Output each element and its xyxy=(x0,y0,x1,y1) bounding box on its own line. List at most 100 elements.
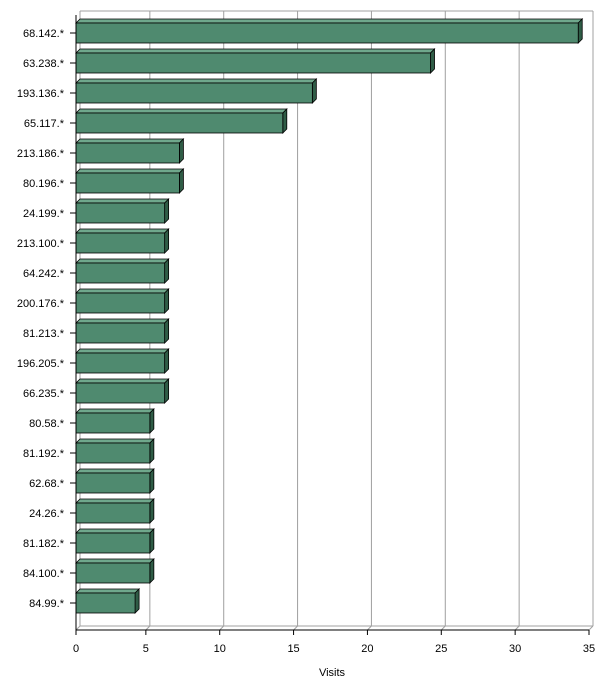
bar-top-face xyxy=(75,378,170,384)
bar-front-face xyxy=(75,352,166,374)
bar-side-face xyxy=(164,378,170,404)
bar-top-face xyxy=(75,138,185,144)
y-tick-label: 80.58.* xyxy=(29,418,65,430)
bar-side-face xyxy=(577,18,583,44)
bar xyxy=(75,198,170,224)
bar-front-face xyxy=(75,82,313,104)
y-tick-label: 84.99.* xyxy=(29,598,65,610)
bar-side-face xyxy=(164,348,170,374)
bar-front-face xyxy=(75,52,431,74)
y-tick-label: 66.235.* xyxy=(23,388,65,400)
bar xyxy=(75,438,155,464)
bar xyxy=(75,228,170,254)
x-gridline-floor xyxy=(588,625,594,631)
y-tick-label: 213.186.* xyxy=(17,148,65,160)
bar-front-face xyxy=(75,262,166,284)
x-tick-label: 15 xyxy=(287,643,299,655)
y-tick-label: 24.199.* xyxy=(23,208,65,220)
bar-side-face xyxy=(178,138,184,164)
plot-floor-edge xyxy=(75,625,81,631)
x-tick-label: 10 xyxy=(214,643,226,655)
y-tick-label: 81.192.* xyxy=(23,448,65,460)
y-tick-label: 63.238.* xyxy=(23,58,65,70)
y-tick-label: 81.213.* xyxy=(23,328,65,340)
bar-front-face xyxy=(75,412,151,434)
x-tick-label: 20 xyxy=(361,643,373,655)
bar-side-face xyxy=(149,438,155,464)
labels: 68.142.* 63.238.* 193.136.* 65.117.* 213.186… xyxy=(17,28,595,655)
bar-top-face xyxy=(75,498,155,504)
bar-side-face xyxy=(164,318,170,344)
bar-top-face xyxy=(75,48,436,54)
bar-side-face xyxy=(149,498,155,524)
bar xyxy=(75,138,185,164)
bar-top-face xyxy=(75,18,584,24)
y-tick-label: 81.182.* xyxy=(23,538,65,550)
bar-front-face xyxy=(75,532,151,554)
bar-top-face xyxy=(75,108,288,114)
y-tick-label: 84.100.* xyxy=(23,568,65,580)
bar-side-face xyxy=(149,558,155,584)
bar-top-face xyxy=(75,198,170,204)
y-tick-label: 193.136.* xyxy=(17,88,65,100)
bar-front-face xyxy=(75,22,579,44)
bar-top-face xyxy=(75,348,170,354)
bar-front-face xyxy=(75,442,151,464)
bar-side-face xyxy=(311,78,317,104)
bar xyxy=(75,78,318,104)
bar xyxy=(75,528,155,554)
bar-top-face xyxy=(75,558,155,564)
bar xyxy=(75,48,436,74)
bar xyxy=(75,348,170,374)
bar xyxy=(75,378,170,404)
bar-top-face xyxy=(75,228,170,234)
y-tick-label: 196.205.* xyxy=(17,358,65,370)
y-tick-label: 80.196.* xyxy=(23,178,65,190)
bar-top-face xyxy=(75,288,170,294)
y-tick-label: 213.100.* xyxy=(17,238,65,250)
bar-front-face xyxy=(75,472,151,494)
bar-side-face xyxy=(164,228,170,254)
bar-front-face xyxy=(75,202,166,224)
bar-side-face xyxy=(149,468,155,494)
bar-side-face xyxy=(164,288,170,314)
bar-front-face xyxy=(75,292,166,314)
bar xyxy=(75,468,155,494)
y-tick-label: 62.68.* xyxy=(29,478,65,490)
bar-front-face xyxy=(75,592,136,614)
bar-top-face xyxy=(75,468,155,474)
x-gridline-floor xyxy=(440,625,446,631)
bar-front-face xyxy=(75,562,151,584)
bar-front-face xyxy=(75,172,180,194)
bar xyxy=(75,318,170,344)
bar-side-face xyxy=(164,198,170,224)
bar xyxy=(75,168,185,194)
x-tick-label: 30 xyxy=(509,643,521,655)
bar-top-face xyxy=(75,318,170,324)
bar-top-face xyxy=(75,258,170,264)
bar-side-face xyxy=(134,588,140,614)
bar xyxy=(75,288,170,314)
bar-side-face xyxy=(178,168,184,194)
y-tick-label: 68.142.* xyxy=(23,28,65,40)
bar-top-face xyxy=(75,78,318,84)
bar xyxy=(75,258,170,284)
bar-side-face xyxy=(149,408,155,434)
bar xyxy=(75,558,155,584)
bar-front-face xyxy=(75,232,166,254)
x-gridline-floor xyxy=(219,625,225,631)
x-gridline-floor xyxy=(514,625,520,631)
bar-side-face xyxy=(164,258,170,284)
y-tick-label: 24.26.* xyxy=(29,508,65,520)
bar-top-face xyxy=(75,438,155,444)
bar xyxy=(75,108,288,134)
axes xyxy=(70,15,590,635)
bar-top-face xyxy=(75,588,141,594)
bar-side-face xyxy=(282,108,288,134)
x-tick-label: 0 xyxy=(73,643,79,655)
bar xyxy=(75,588,141,614)
x-tick-label: 25 xyxy=(435,643,447,655)
bar-top-face xyxy=(75,168,185,174)
y-tick-label: 200.176.* xyxy=(17,298,65,310)
